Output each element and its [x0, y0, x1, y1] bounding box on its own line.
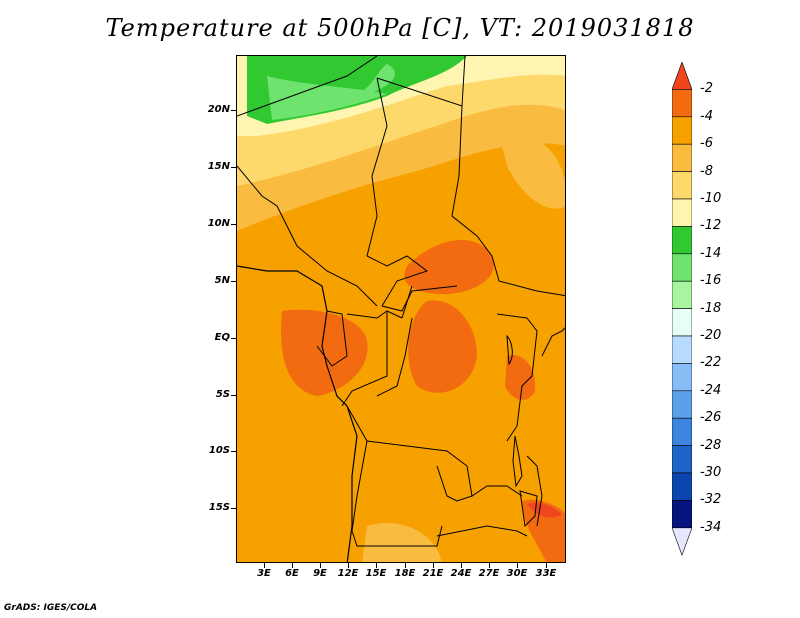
lat-tick	[231, 224, 236, 225]
color-bar-label: -10	[700, 191, 722, 206]
lat-label-10s: 10S	[208, 445, 230, 456]
color-bar-box	[671, 445, 693, 474]
lon-label-15e: 15E	[365, 568, 387, 579]
map-title: Temperature at 500hPa [C], VT: 201903181…	[105, 14, 695, 42]
color-bar-box	[671, 198, 693, 227]
field-cool-ne	[497, 126, 565, 209]
field-warm-center	[404, 239, 494, 295]
lat-label-5n: 5N	[214, 275, 230, 286]
color-bar-label: -12	[700, 218, 722, 234]
color-bar-box	[671, 226, 693, 255]
lon-tick	[489, 563, 490, 568]
color-bar-box	[671, 143, 693, 172]
field-warm-congo	[408, 300, 477, 393]
color-bar-box	[671, 390, 693, 419]
color-bar-arrow-top	[671, 61, 693, 90]
lon-label-24e: 24E	[450, 568, 472, 579]
color-bar	[671, 61, 693, 562]
field-cool-south	[362, 522, 442, 562]
color-bar-box	[671, 89, 693, 118]
color-bar-label: -26	[700, 410, 722, 426]
color-bar-label: -4	[700, 108, 713, 124]
color-bar-arrow-bottom	[671, 527, 693, 557]
field-warm-gabon	[281, 309, 368, 396]
lat-tick	[231, 451, 236, 452]
lat-label-20n: 20N	[207, 104, 230, 115]
color-bar-label: -18	[700, 300, 722, 316]
color-bar-box	[671, 335, 693, 364]
color-bar-label: -20	[700, 328, 722, 343]
lon-tick	[461, 563, 462, 568]
lat-tick	[231, 281, 236, 282]
color-bar-label: -32	[700, 492, 722, 508]
lon-label-21e: 21E	[422, 568, 444, 579]
lat-tick	[231, 395, 236, 396]
lat-label-15s: 15S	[208, 502, 230, 513]
lon-label-27e: 27E	[478, 568, 500, 579]
color-bar-label: -8	[700, 163, 713, 179]
color-bar-label: -2	[700, 81, 713, 97]
color-bar-label: -16	[700, 273, 722, 289]
lat-label-15n: 15N	[207, 161, 230, 172]
lon-label-33e: 33E	[535, 568, 557, 579]
color-bar-box	[671, 280, 693, 309]
color-bar-box	[671, 500, 693, 529]
color-bar-label: -6	[700, 136, 713, 152]
color-bar-box	[671, 116, 693, 145]
color-bar-graphic	[671, 61, 693, 557]
lon-tick	[517, 563, 518, 568]
lat-label-5s: 5S	[215, 389, 230, 400]
country-borders	[237, 56, 565, 547]
color-bar-box	[671, 417, 693, 446]
lat-tick	[231, 508, 236, 509]
lon-tick	[405, 563, 406, 568]
color-bar-box	[671, 472, 693, 501]
color-bar-label: -24	[700, 382, 722, 398]
lon-tick	[292, 563, 293, 568]
coastline	[237, 265, 358, 562]
lon-label-18e: 18E	[394, 568, 416, 579]
color-bar-label: -22	[700, 355, 722, 371]
lon-tick	[320, 563, 321, 568]
lon-tick	[376, 563, 377, 568]
color-bar-box	[671, 363, 693, 392]
lon-tick	[348, 563, 349, 568]
lat-tick	[231, 338, 236, 339]
color-bar-box	[671, 308, 693, 337]
lon-label-6e: 6E	[285, 568, 299, 579]
field-band-16	[267, 76, 387, 120]
lon-label-30e: 30E	[506, 568, 528, 579]
grads-credit: GrADS: IGES/COLA	[4, 603, 98, 613]
lon-label-12e: 12E	[337, 568, 359, 579]
color-bar-box	[671, 171, 693, 200]
lat-label-10n: 10N	[207, 218, 230, 229]
field-band-16b	[357, 64, 396, 96]
temperature-map	[236, 55, 566, 563]
color-bar-label: -28	[700, 437, 722, 453]
field-warm-east	[505, 355, 536, 401]
lon-label-3e: 3E	[257, 568, 271, 579]
lakes	[506, 334, 538, 528]
lat-tick	[231, 167, 236, 168]
lat-label-eq: EQ	[214, 332, 230, 343]
color-bar-label: -30	[700, 465, 722, 480]
color-bar-label: -14	[700, 245, 722, 261]
lon-tick	[264, 563, 265, 568]
lon-tick	[433, 563, 434, 568]
color-bar-label: -34	[700, 519, 722, 535]
lon-label-9e: 9E	[313, 568, 327, 579]
map-canvas	[237, 56, 565, 562]
color-bar-box	[671, 253, 693, 282]
lon-tick	[546, 563, 547, 568]
lat-tick	[231, 110, 236, 111]
